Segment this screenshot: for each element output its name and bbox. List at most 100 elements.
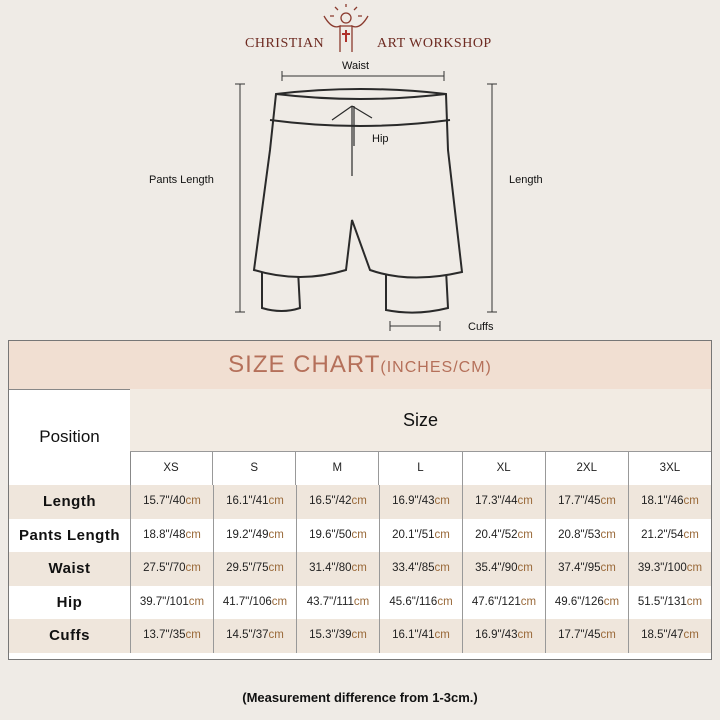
cell-value: 18.8"/48: [143, 528, 186, 541]
cell-value: 16.1"/41: [226, 495, 269, 507]
cell-unit: cm: [686, 562, 703, 574]
table-cell: 47.6"/121cm: [463, 585, 546, 619]
brand-name-right: ART WORKSHOP: [377, 36, 492, 51]
cell-unit: cm: [185, 495, 201, 507]
table-row: Cuffs 13.7"/35cm 14.5"/37cm 15.3"/39cm 16.1"…: [9, 619, 711, 653]
cell-value: 31.4"/80: [309, 562, 352, 574]
cell-value: 16.9"/43: [392, 495, 435, 507]
cell-value: 39.7"/101: [139, 595, 189, 608]
cell-unit: cm: [600, 528, 616, 541]
cell-unit: cm: [517, 528, 533, 541]
cell-value: 19.2"/49: [226, 528, 269, 541]
cuffs-label: Cuffs: [468, 321, 494, 333]
table-cell: 15.7"/40cm: [131, 485, 214, 519]
table-row: Hip 39.7"/101cm 41.7"/106cm 43.7"/111cm 45.6…: [9, 585, 711, 620]
table-cell: 16.9"/43cm: [463, 619, 546, 653]
cell-value: 17.3"/44: [475, 495, 518, 507]
cell-unit: cm: [185, 528, 201, 541]
table-cell: 20.4"/52cm: [463, 518, 546, 552]
cell-unit: cm: [268, 629, 284, 641]
cell-value: 21.2"/54: [641, 528, 684, 541]
table-cell: 19.2"/49cm: [214, 518, 297, 552]
table-cell: 31.4"/80cm: [297, 552, 380, 586]
table-cell: 43.7"/111cm: [297, 585, 380, 619]
cell-unit: cm: [686, 595, 703, 608]
cell-value: 13.7"/35: [143, 629, 186, 641]
cell-unit: cm: [351, 528, 367, 541]
table-cell: 16.1"/41cm: [214, 485, 297, 519]
table-cell: 41.7"/106cm: [214, 585, 297, 619]
logo-icon: [323, 4, 369, 52]
table-cell: 49.6"/126cm: [546, 585, 629, 619]
row-name: Hip: [56, 593, 83, 611]
hip-label: Hip: [372, 133, 389, 145]
row-name: Pants Length: [18, 526, 120, 544]
cell-unit: cm: [434, 528, 450, 541]
table-cell: 14.5"/37cm: [214, 619, 297, 653]
table-cell: 16.5"/42cm: [297, 485, 380, 519]
size-label: M: [296, 451, 380, 485]
size-chart-title: SIZE CHART(INCHES/CM): [9, 341, 711, 390]
cell-value: 16.9"/43: [475, 629, 518, 641]
cell-value: 18.5"/47: [641, 629, 684, 641]
cell-value: 47.6"/121: [471, 595, 521, 608]
length-label: Length: [509, 174, 543, 186]
cell-value: 49.6"/126: [554, 595, 604, 608]
cell-unit: cm: [517, 495, 533, 507]
cell-unit: cm: [683, 495, 699, 507]
cell-unit: cm: [517, 629, 533, 641]
cell-value: 37.4"/95: [558, 562, 601, 574]
table-cell: 51.5"/131cm: [629, 586, 711, 620]
cell-unit: cm: [434, 562, 450, 574]
cell-unit: cm: [268, 562, 284, 574]
cell-unit: cm: [517, 562, 533, 574]
length-measure-line: [487, 83, 497, 313]
table-cell: 19.6"/50cm: [297, 518, 380, 552]
cell-value: 17.7"/45: [558, 629, 601, 641]
brand-name-left: CHRISTIAN: [245, 36, 325, 51]
shorts-drawing: [252, 88, 464, 314]
size-labels-row: XS S M L XL 2XL 3XL: [130, 451, 711, 485]
cell-unit: cm: [188, 595, 205, 608]
cell-unit: cm: [434, 495, 450, 507]
table-cell: 39.7"/101cm: [131, 585, 214, 619]
cell-unit: cm: [185, 629, 201, 641]
cell-value: 20.4"/52: [475, 528, 518, 541]
cell-unit: cm: [600, 562, 616, 574]
cell-unit: cm: [520, 595, 537, 608]
table-cell: 17.7"/45cm: [546, 485, 629, 519]
pants-length-measure-line: [235, 83, 245, 313]
table-cell: 33.4"/85cm: [380, 552, 463, 586]
cell-value: 16.5"/42: [309, 495, 352, 507]
waist-measure-line: [281, 71, 445, 81]
cell-value: 29.5"/75: [226, 562, 269, 574]
cell-value: 27.5"/70: [143, 562, 186, 574]
table-cell: 16.1"/41cm: [380, 619, 463, 653]
table-cell: 21.2"/54cm: [629, 519, 711, 553]
cell-unit: cm: [271, 595, 288, 608]
shorts-diagram: [235, 71, 497, 331]
table-cell: 17.7"/45cm: [546, 619, 629, 653]
cell-value: 45.6"/116: [389, 595, 438, 608]
table-cell: 20.1"/51cm: [380, 518, 463, 552]
cell-value: 35.4"/90: [475, 562, 518, 574]
table-cell: 27.5"/70cm: [131, 552, 214, 586]
measurement-note: (Measurement difference from 1-3cm.): [242, 690, 478, 705]
cell-value: 20.1"/51: [392, 528, 435, 541]
table-cell: 20.8"/53cm: [546, 518, 629, 552]
cell-value: 33.4"/85: [392, 562, 435, 574]
cell-unit: cm: [437, 595, 453, 608]
table-cell: 18.1"/46cm: [629, 485, 711, 519]
cell-unit: cm: [353, 595, 370, 608]
table-cell: 29.5"/75cm: [214, 552, 297, 586]
cell-unit: cm: [600, 629, 616, 641]
table-cell: 18.8"/48cm: [131, 518, 214, 552]
cell-value: 19.6"/50: [309, 528, 352, 541]
row-name: Cuffs: [49, 627, 90, 644]
size-label: 2XL: [546, 451, 629, 485]
title-text: SIZE CHART: [228, 351, 381, 378]
table-cell: 37.4"/95cm: [546, 552, 629, 586]
cell-value: 43.7"/111: [306, 595, 354, 608]
title-units: (INCHES/CM): [380, 359, 492, 376]
cell-value: 14.5"/37: [226, 629, 269, 641]
